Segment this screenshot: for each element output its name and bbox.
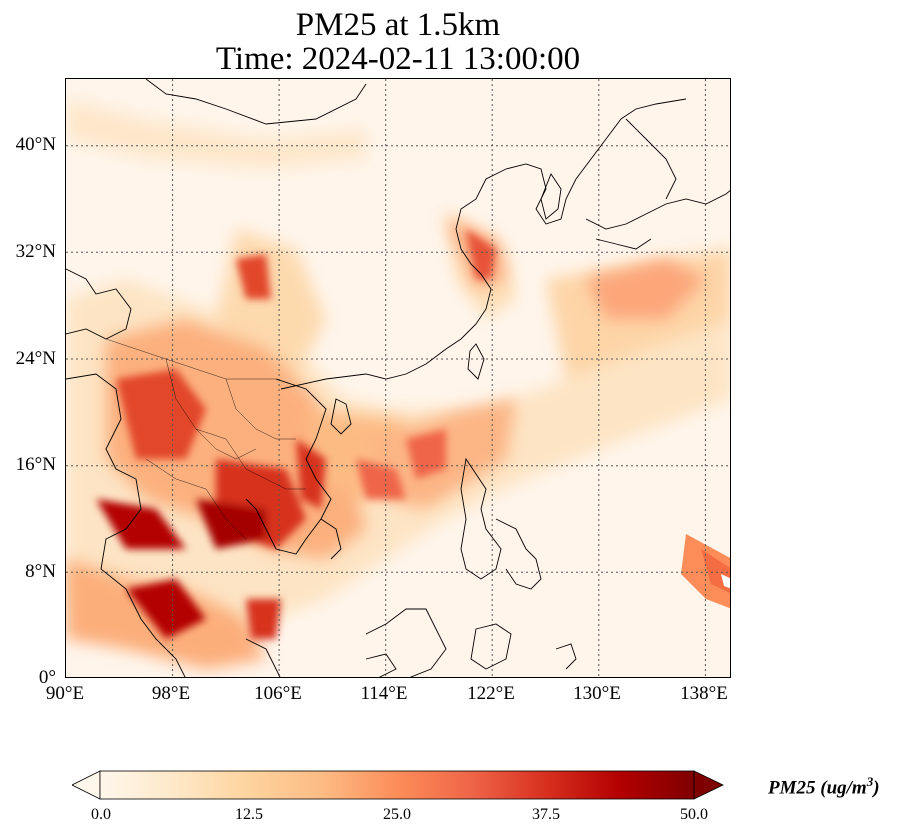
lon-tick-label: 106°E <box>254 683 302 704</box>
map-panel <box>65 78 731 678</box>
lat-tick-label: 0° <box>38 667 56 688</box>
pm25-map <box>66 79 730 677</box>
lat-tick-label: 16°N <box>15 454 56 475</box>
colorbar-tick-label: 0.0 <box>91 806 111 823</box>
colorbar-label-text: PM25 (ug/m <box>768 777 867 799</box>
colorbar-label-close: ) <box>873 777 880 799</box>
plot-title-line1: PM25 at 1.5km <box>295 7 501 43</box>
map-gridlines <box>66 79 730 677</box>
lon-tick-label: 138°E <box>680 683 728 704</box>
coastlines <box>66 79 730 677</box>
colorbar-tick-label: 50.0 <box>680 806 708 823</box>
colorbar-extend-min <box>72 770 101 800</box>
lon-tick-label: 130°E <box>573 683 621 704</box>
lat-tick-label: 40°N <box>15 134 56 155</box>
lon-tick-label: 122°E <box>467 683 515 704</box>
colorbar-tick-label: 12.5 <box>235 806 263 823</box>
colorbar-label: PM25 (ug/m3) <box>768 774 880 799</box>
colorbar-tick-label: 25.0 <box>383 806 411 823</box>
pm25-field-ocean-patch <box>681 534 730 609</box>
lat-tick-label: 32°N <box>15 241 56 262</box>
plot-title-line2: Time: 2024-02-11 13:00:00 <box>215 41 581 77</box>
colorbar <box>72 770 724 800</box>
lon-tick-label: 114°E <box>360 683 408 704</box>
colorbar-gradient <box>99 770 695 800</box>
lon-tick-label: 98°E <box>151 683 191 704</box>
colorbar-tick-label: 37.5 <box>532 806 560 823</box>
colorbar-label-exponent: 3 <box>866 774 874 789</box>
colorbar-extend-max <box>693 770 724 800</box>
country-borders <box>105 338 306 540</box>
lon-tick-label: 90°E <box>45 683 85 704</box>
lat-tick-label: 24°N <box>15 348 56 369</box>
lat-tick-label: 8°N <box>25 561 56 582</box>
